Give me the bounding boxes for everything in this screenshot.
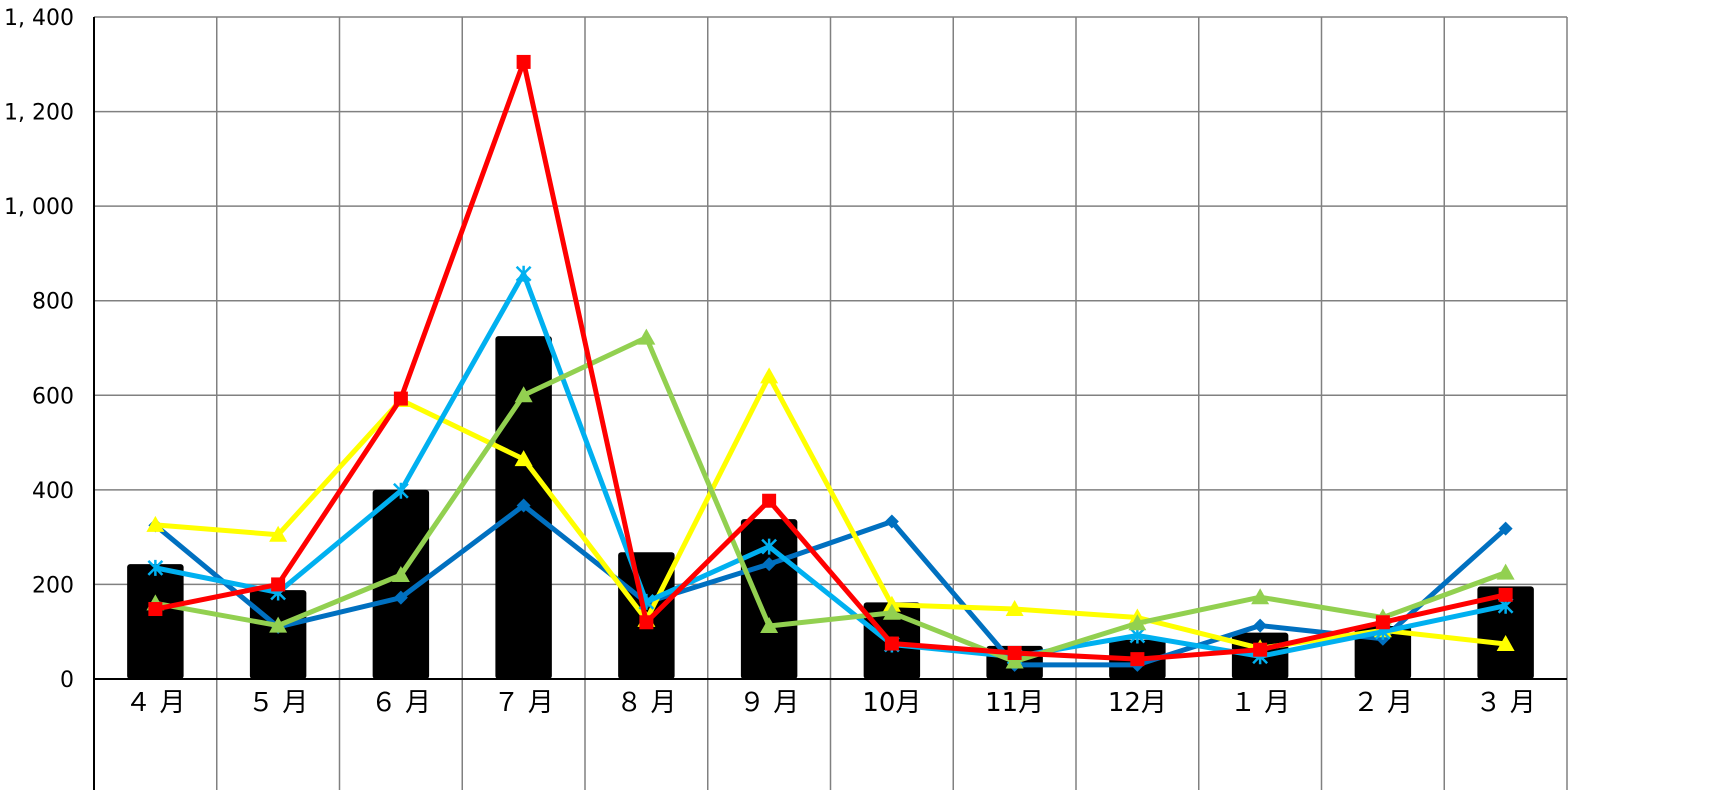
series-4-point-5	[762, 493, 777, 508]
series-0-point-5	[762, 557, 777, 572]
y-tick-label-6: 1, 200	[4, 101, 74, 126]
series-1-point-3	[514, 450, 533, 467]
series-4-point-2	[393, 391, 408, 406]
series-1-point-7	[1005, 600, 1024, 617]
series-0-line	[153, 502, 1508, 668]
x-tick-label-1: ５ 月	[248, 688, 308, 718]
x-tick-label-7: 11月	[985, 688, 1044, 718]
bar-0	[127, 564, 184, 679]
x-tick-label-8: 12月	[1108, 688, 1167, 718]
series-3-point-2	[391, 565, 410, 582]
series-4-point-0	[148, 602, 163, 617]
y-tick-label-5: 1, 000	[4, 195, 74, 220]
x-tick-label-2: ６ 月	[371, 688, 431, 718]
series-4-point-6	[884, 636, 899, 651]
series-2-point-2	[392, 482, 409, 499]
x-axis-tick-labels: ４ 月 ５ 月 ６ 月 ７ 月 ８ 月 ９ 月 10月 11月 12月 １ 月 ２ 月 ３ 月	[125, 688, 1536, 718]
series-2-line	[154, 271, 1507, 660]
series-1-point-6	[882, 595, 901, 612]
x-tick-label-6: 10月	[862, 688, 921, 718]
series-3-point-11	[1496, 563, 1515, 580]
series-4-point-4	[639, 615, 654, 630]
series-2-point-0	[147, 559, 164, 576]
series-3-point-4	[637, 328, 656, 345]
line-series-4	[148, 54, 1513, 667]
series-4-point-7	[1007, 645, 1022, 660]
series-0-point-6	[884, 514, 899, 529]
series-4-line	[154, 59, 1507, 662]
x-tick-label-0: ４ 月	[125, 688, 185, 718]
series-4-point-10	[1375, 615, 1390, 630]
x-tick-label-9: １ 月	[1230, 688, 1290, 718]
gridlines	[94, 16, 1568, 790]
series-1-point-0	[146, 515, 165, 532]
bar-2	[372, 489, 430, 679]
series-4-point-1	[271, 577, 286, 592]
y-tick-label-0: 0	[60, 668, 74, 693]
series-3-point-8	[1128, 614, 1147, 631]
series-4-point-11	[1498, 587, 1513, 602]
series-2-point-5	[761, 538, 778, 555]
series-0-point-9	[1253, 618, 1268, 633]
series-0-point-3	[516, 498, 531, 513]
x-tick-label-10: ２ 月	[1353, 688, 1413, 718]
x-tick-label-3: ７ 月	[493, 688, 553, 718]
series-3-point-6	[882, 603, 901, 620]
series-3-point-1	[269, 616, 288, 633]
series-1-point-5	[760, 367, 779, 384]
y-tick-label-1: 200	[32, 573, 74, 598]
series-3-point-7	[1005, 652, 1024, 669]
y-tick-label-4: 800	[32, 290, 74, 315]
y-tick-label-3: 600	[32, 384, 74, 409]
series-0-point-11	[1498, 521, 1513, 536]
x-tick-label-4: ８ 月	[616, 688, 676, 718]
axes	[93, 17, 1567, 790]
x-tick-label-11: ３ 月	[1475, 688, 1535, 718]
series-2-point-3	[515, 265, 532, 282]
series-4-point-3	[516, 54, 531, 69]
series-4-point-8	[1130, 652, 1145, 667]
series-0-point-2	[393, 590, 408, 605]
series-1-point-1	[269, 525, 288, 542]
series-3-point-3	[514, 386, 533, 403]
series-4-point-9	[1253, 642, 1268, 657]
series-3-point-9	[1251, 588, 1270, 605]
line-series-group	[146, 54, 1515, 672]
series-3-point-5	[760, 617, 779, 634]
y-tick-label-2: 400	[32, 479, 74, 504]
bar-1	[249, 590, 307, 679]
series-1-point-11	[1496, 635, 1515, 652]
y-axis-tick-labels: 0 200 400 600 800 1, 000 1, 200 1, 400	[4, 6, 74, 693]
y-tick-label-7: 1, 400	[4, 6, 74, 31]
series-3-line	[154, 335, 1507, 665]
x-tick-label-5: ９ 月	[739, 688, 799, 718]
